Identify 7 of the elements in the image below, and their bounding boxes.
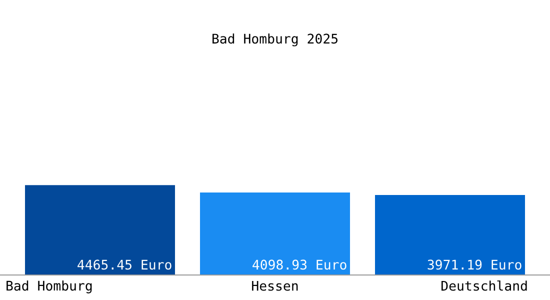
chart-title: Bad Homburg 2025 [212,33,338,46]
x-tick-label: Bad Homburg [6,280,92,294]
x-tick-label: Hessen [252,280,298,291]
data-label: 4098.93 Euro [252,260,346,270]
data-label: 3971.19 Euro [428,260,522,270]
data-label: 4465.45 Euro [78,260,172,270]
x-tick-label: Deutschland [442,280,527,291]
